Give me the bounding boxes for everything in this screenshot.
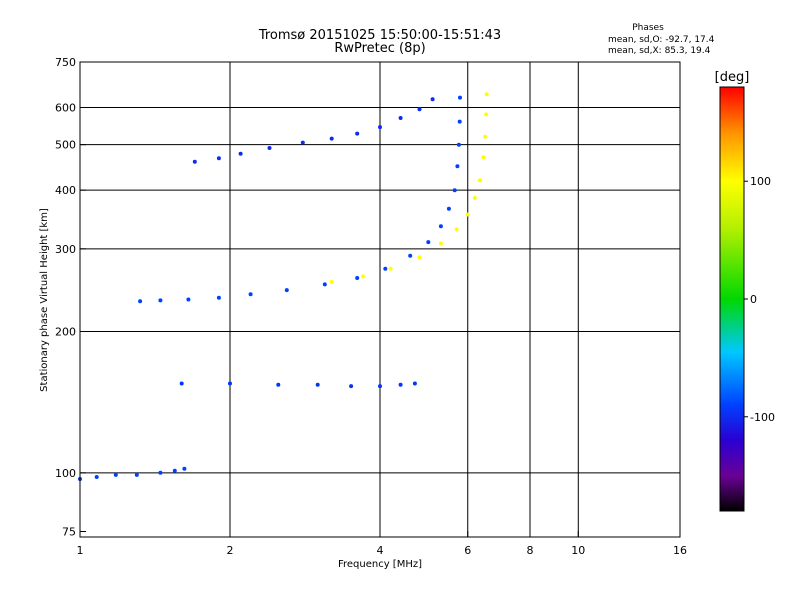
chart-subtitle: RwPretec (8p)	[334, 41, 425, 56]
data-point	[465, 212, 470, 217]
data-point	[457, 119, 462, 124]
data-point	[388, 266, 393, 271]
data-point	[186, 297, 191, 302]
data-point	[113, 472, 118, 477]
data-point	[455, 164, 460, 169]
data-point	[315, 382, 320, 387]
data-point	[179, 381, 184, 386]
data-point	[412, 381, 417, 386]
data-point	[300, 140, 305, 145]
data-point	[238, 151, 243, 156]
colorbar-ticks: 100 0 -100	[744, 175, 775, 424]
data-point	[216, 295, 221, 300]
x-tick-label: 2	[227, 544, 234, 557]
data-point	[426, 240, 431, 245]
y-tick-label: 100	[55, 467, 76, 480]
data-point	[329, 280, 334, 284]
colorbar-tick-label: -100	[750, 411, 775, 424]
data-point	[134, 472, 139, 477]
colorbar-label: [deg]	[715, 70, 750, 85]
data-point	[456, 142, 461, 147]
data-point	[398, 382, 403, 387]
y-tick-label: 500	[55, 139, 76, 152]
x-tick-label: 16	[673, 544, 687, 557]
data-point	[484, 92, 489, 97]
y-tick-label: 400	[55, 184, 76, 197]
y-tick-label: 75	[62, 525, 76, 538]
data-point	[192, 159, 197, 164]
data-point	[484, 112, 489, 117]
data-point	[355, 276, 360, 280]
data-point	[408, 253, 413, 258]
data-point	[158, 470, 163, 475]
data-point	[452, 188, 457, 193]
colorbar-tick-label: 0	[750, 293, 757, 306]
x-tick-label: 6	[464, 544, 471, 557]
data-point	[276, 382, 281, 387]
stats-line-o: mean, sd,O: -92.7, 17.4	[608, 35, 715, 45]
data-point	[438, 241, 443, 246]
data-point	[378, 125, 382, 130]
axes: 1 2 4 6 8 10 16 75 100 200 300 400 500 600 750	[55, 56, 687, 557]
data-point	[182, 466, 187, 471]
data-point	[446, 206, 451, 211]
data-point	[158, 298, 163, 303]
data-point	[417, 255, 422, 260]
colorbar	[719, 86, 745, 512]
stats-title: Phases	[632, 23, 664, 33]
data-point	[378, 384, 382, 389]
grid-lines	[80, 62, 680, 537]
data-point	[383, 266, 388, 271]
y-tick-label: 200	[55, 326, 76, 339]
data-point	[417, 107, 422, 112]
data-point	[349, 384, 354, 389]
data-point	[248, 292, 253, 297]
data-point	[361, 274, 366, 279]
x-tick-label: 4	[377, 544, 384, 557]
data-point	[458, 95, 462, 100]
chart-title: Tromsø 20151025 15:50:00-15:51:43	[258, 28, 501, 43]
data-point	[216, 156, 221, 161]
data-point	[329, 136, 334, 141]
data-point	[172, 468, 177, 473]
x-tick-label: 10	[571, 544, 585, 557]
y-tick-label: 300	[55, 243, 76, 256]
y-tick-label: 750	[55, 56, 76, 69]
data-point	[478, 178, 482, 183]
data-points	[78, 92, 489, 481]
data-point	[228, 381, 232, 386]
data-point	[438, 224, 443, 229]
data-point	[138, 299, 143, 304]
data-point	[398, 116, 403, 120]
data-point	[94, 475, 99, 479]
data-point	[454, 227, 459, 232]
data-point	[481, 155, 486, 160]
y-axis-label: Stationary phase Virtual Height [km]	[39, 208, 50, 392]
data-point	[472, 196, 477, 200]
data-point	[267, 146, 272, 150]
x-tick-label: 8	[527, 544, 534, 557]
x-tick-label: 1	[77, 544, 84, 557]
colorbar-tick-label: 100	[750, 175, 771, 188]
stats-line-x: mean, sd,X: 85.3, 19.4	[608, 46, 711, 56]
y-tick-label: 600	[55, 101, 76, 114]
data-point	[483, 134, 488, 139]
data-point	[430, 97, 435, 102]
data-point	[284, 288, 289, 293]
data-point	[322, 282, 327, 287]
data-point	[355, 131, 360, 136]
x-axis-label: Frequency [MHz]	[338, 559, 422, 570]
